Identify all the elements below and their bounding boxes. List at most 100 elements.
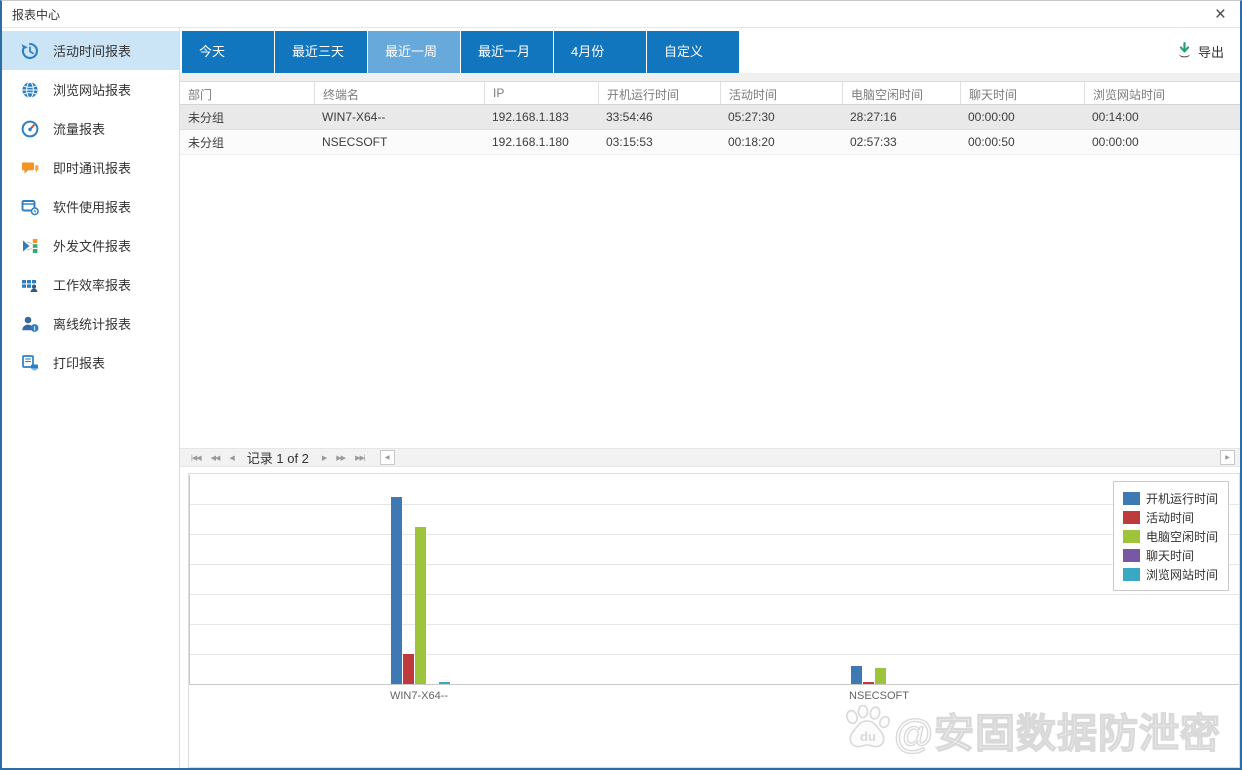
tab-last-week[interactable]: 最近一周	[368, 31, 460, 73]
legend-item: 电脑空闲时间	[1122, 527, 1218, 546]
col-header-department[interactable]: 部门	[188, 88, 213, 102]
hscroll-right-icon[interactable]: ▶	[1220, 450, 1235, 465]
sidebar-item-label: 工作效率报表	[53, 278, 132, 293]
bar-NSECSOFT-活动时间	[862, 682, 874, 684]
bar-WIN7-X64---电脑空闲时间	[414, 527, 426, 684]
bar-WIN7-X64---开机运行时间	[390, 497, 402, 684]
legend-swatch-chat-time	[1122, 549, 1140, 562]
toolbar-separator	[180, 73, 1240, 81]
cell-web-time: 00:00:00	[1092, 135, 1139, 149]
cell-ip: 192.168.1.180	[492, 135, 569, 149]
title-bar: 报表中心 ×	[2, 1, 1240, 28]
legend-label: 浏览网站时间	[1145, 568, 1218, 582]
legend-swatch-active-time	[1122, 511, 1140, 524]
legend-item: 活动时间	[1122, 508, 1218, 527]
offline-stats-icon: i	[19, 314, 41, 334]
col-header-terminal-name[interactable]: 终端名	[314, 82, 484, 104]
sidebar-item-work-efficiency-report[interactable]: 工作效率报表	[2, 265, 179, 304]
col-header-active-time[interactable]: 活动时间	[720, 82, 842, 104]
nav-prev-icon[interactable]: ◀	[229, 454, 234, 462]
software-usage-icon	[19, 197, 41, 217]
cell-ip: 192.168.1.183	[492, 110, 569, 124]
sidebar-item-traffic-report[interactable]: 流量报表	[2, 109, 179, 148]
legend-label: 电脑空闲时间	[1145, 530, 1218, 544]
chart-legend: 开机运行时间 活动时间 电脑空闲时间 聊天时间	[1112, 481, 1229, 591]
legend-item: 开机运行时间	[1122, 489, 1218, 508]
export-label: 导出	[1197, 44, 1224, 60]
chart-x-axis-labels: WIN7-X64-- NSECSOFT	[189, 690, 1239, 710]
legend-item: 聊天时间	[1122, 546, 1218, 565]
cell-department: 未分组	[188, 110, 225, 125]
bar-NSECSOFT-开机运行时间	[850, 666, 862, 684]
bar-WIN7-X64---活动时间	[402, 654, 414, 684]
sidebar: 活动时间报表 浏览网站报表 流量报表 即时通讯报表	[2, 28, 180, 768]
sidebar-item-label: 即时通讯报表	[53, 161, 132, 176]
legend-item: 浏览网站时间	[1122, 565, 1218, 584]
record-count-text: 记录 1 of 2	[246, 451, 309, 466]
cell-idle-time: 02:57:33	[850, 135, 897, 149]
close-icon[interactable]: ×	[1214, 3, 1226, 25]
legend-swatch-idle-time	[1122, 530, 1140, 543]
legend-swatch-web-time	[1122, 568, 1140, 581]
export-button[interactable]: 导出	[1176, 41, 1224, 61]
sidebar-item-activity-time-report[interactable]: 活动时间报表	[2, 31, 179, 70]
sidebar-item-print-report[interactable]: 打印报表	[2, 343, 179, 382]
hscroll-left-icon[interactable]: ◀	[379, 450, 395, 465]
nav-last-icon[interactable]: ▶▶|	[355, 454, 366, 462]
col-header-idle-time[interactable]: 电脑空闲时间	[842, 82, 960, 104]
cell-boot-run-time: 33:54:46	[606, 110, 653, 124]
sidebar-item-label: 活动时间报表	[53, 44, 132, 59]
table-row[interactable]: 未分组 NSECSOFT 192.168.1.180 03:15:53 00:1…	[180, 130, 1240, 155]
cell-web-time: 00:14:00	[1092, 110, 1139, 124]
cell-chat-time: 00:00:00	[968, 110, 1015, 124]
cell-terminal-name: WIN7-X64--	[322, 110, 386, 124]
history-icon	[19, 41, 41, 61]
sidebar-item-label: 软件使用报表	[53, 200, 132, 215]
cell-terminal-name: NSECSOFT	[322, 135, 388, 149]
work-efficiency-icon	[19, 275, 41, 295]
nav-prev-page-icon[interactable]: ◀◀	[210, 454, 221, 462]
legend-label: 开机运行时间	[1145, 492, 1218, 506]
sidebar-item-label: 流量报表	[53, 122, 106, 137]
legend-swatch-boot-run-time	[1122, 492, 1140, 505]
sidebar-item-im-report[interactable]: 即时通讯报表	[2, 148, 179, 187]
x-axis-label: NSECSOFT	[849, 690, 909, 702]
bar-NSECSOFT-电脑空闲时间	[874, 668, 886, 684]
tab-today[interactable]: 今天	[182, 31, 274, 73]
col-header-chat-time[interactable]: 聊天时间	[960, 82, 1084, 104]
sidebar-item-browse-website-report[interactable]: 浏览网站报表	[2, 70, 179, 109]
cell-active-time: 00:18:20	[728, 135, 775, 149]
activity-time-bar-chart: WIN7-X64-- NSECSOFT 开机运行时间 活动时间 电脑空闲时间	[188, 473, 1240, 768]
content-area: 今天 最近三天 最近一周 最近一月 4月份 自定义 导出 部门 终端名 IP 开…	[180, 28, 1240, 768]
tab-last-3-days[interactable]: 最近三天	[275, 31, 367, 73]
chart-plot	[189, 475, 1239, 685]
sidebar-item-label: 打印报表	[53, 356, 106, 371]
col-header-web-time[interactable]: 浏览网站时间	[1084, 82, 1240, 104]
nav-next-page-icon[interactable]: ▶▶	[336, 454, 346, 462]
tab-last-month[interactable]: 最近一月	[461, 31, 553, 73]
gauge-icon	[19, 119, 41, 139]
tab-custom[interactable]: 自定义	[647, 31, 739, 73]
x-axis-label: WIN7-X64--	[389, 690, 449, 702]
sidebar-item-software-usage-report[interactable]: 软件使用报表	[2, 187, 179, 226]
col-header-ip[interactable]: IP	[484, 82, 598, 104]
tab-april[interactable]: 4月份	[554, 31, 646, 73]
table-row[interactable]: 未分组 WIN7-X64-- 192.168.1.183 33:54:46 05…	[180, 105, 1240, 130]
cell-idle-time: 28:27:16	[850, 110, 897, 124]
svg-text:du: du	[860, 729, 876, 744]
col-header-boot-run-time[interactable]: 开机运行时间	[598, 82, 720, 104]
window-title: 报表中心	[12, 7, 61, 22]
export-download-icon	[1176, 41, 1193, 61]
sidebar-item-label: 外发文件报表	[53, 239, 132, 254]
date-range-tabs: 今天 最近三天 最近一周 最近一月 4月份 自定义	[182, 31, 1240, 73]
table-header: 部门 终端名 IP 开机运行时间 活动时间 电脑空闲时间 聊天时间 浏览网站时间	[180, 81, 1240, 105]
nav-first-icon[interactable]: |◀◀	[191, 454, 202, 462]
nav-next-icon[interactable]: ▶	[321, 454, 327, 462]
sidebar-item-outgoing-file-report[interactable]: 外发文件报表	[2, 226, 179, 265]
globe-icon	[19, 80, 41, 100]
record-navigator: |◀◀ ◀◀ ◀ 记录 1 of 2 ▶ ▶▶ ▶▶| ◀ ▶	[180, 448, 1240, 467]
sidebar-item-offline-stats-report[interactable]: i 离线统计报表	[2, 304, 179, 343]
sidebar-item-label: 离线统计报表	[53, 317, 132, 332]
cell-department: 未分组	[188, 135, 225, 150]
